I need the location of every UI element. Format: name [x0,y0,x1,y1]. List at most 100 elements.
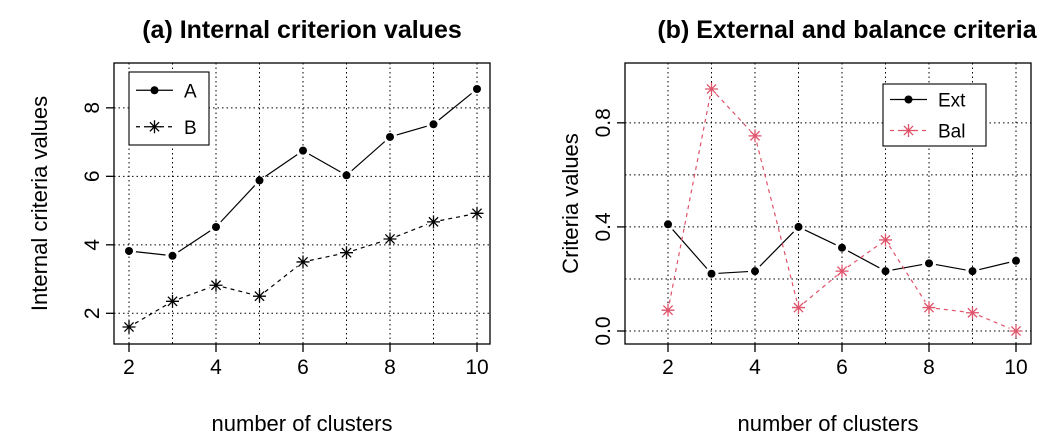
data-point [212,223,220,232]
y-axis-label: Criteria values [558,133,583,274]
data-point [122,320,136,334]
series-line-segment [438,92,472,121]
series-line-segment [935,307,966,313]
grid [625,63,1031,344]
data-point [1012,256,1020,265]
data-point [664,220,672,229]
plot-frame [624,62,1032,345]
data-point [879,233,892,247]
data-point [340,246,353,260]
series-A [125,85,481,260]
data-point [342,171,351,180]
series-line-segment [135,251,166,256]
series-line-segment [935,263,966,271]
x-tick-label: 6 [297,356,309,379]
series-line-segment [308,153,341,173]
series-line-segment [440,214,471,222]
series-line-segment [803,275,838,304]
data-point [166,294,179,308]
legend: AB [128,71,210,146]
data-point [707,269,716,278]
data-point [473,85,481,93]
data-point [255,176,264,185]
series-line-segment [804,229,836,246]
series-line-segment [892,263,923,271]
series-line-segment [178,230,211,253]
series-line-segment [396,125,427,136]
series-line-segment [264,265,298,293]
data-point [125,246,133,255]
data-point [168,251,177,260]
series-line-segment [178,287,210,300]
data-point [209,278,223,292]
data-point [661,303,675,317]
series-Ext [664,220,1020,278]
legend-marker [904,95,913,104]
y-tick-label: 0.8 [592,108,615,137]
plot-frame [113,62,491,345]
series-B [122,206,484,334]
series-line-segment [668,95,711,304]
x-tick-label: 2 [123,356,135,379]
series-line-segment [978,314,1010,329]
series-line-segment [396,223,428,237]
data-point [794,222,803,231]
y-tick-label: 0.4 [592,212,615,242]
legend-box [128,71,210,146]
series-line-segment [352,240,384,252]
data-point [748,129,762,143]
series-line-segment [222,286,253,296]
y-tick-label: 2 [81,307,104,319]
x-tick-label: 2 [662,356,674,379]
x-tick-label: 10 [1004,356,1027,379]
x-tick-label: 8 [384,356,396,379]
x-tick-label: 6 [836,356,848,379]
legend-label: Bal [938,122,965,143]
series-line-segment [979,261,1010,271]
series-line-segment [888,245,926,303]
chart-panel-1: (a) Internal criterion values 2 4 6 8 10 2 4 6 8 n… [27,16,491,436]
legend-marker [150,86,159,95]
legend-label: A [184,81,197,102]
x-tick-label: 4 [749,356,761,379]
legend-label: B [184,118,197,139]
series-line-segment [847,250,880,269]
y-tick-label: 4 [81,239,104,251]
x-axis-label: number of clusters [212,411,393,436]
data-point [835,264,849,278]
data-point [792,301,805,315]
y-tick-label: 8 [81,102,104,114]
series-Bal [661,82,1023,338]
data-point [386,132,394,141]
series-line-segment [718,270,749,274]
series-line-segment [847,243,881,268]
series-line-segment [672,229,708,269]
series-line-segment [309,253,340,262]
data-point [429,120,438,129]
data-point [296,255,310,269]
data-point [705,82,718,96]
chart-title: (a) Internal criterion values [142,16,462,44]
x-tick-label: 10 [465,356,488,379]
legend-label: Ext [938,91,966,112]
x-axis-label: number of clusters [738,411,919,436]
y-tick-label: 6 [81,170,104,182]
series-line-segment [264,154,298,177]
x-tick-label: 8 [923,356,935,379]
data-point [751,267,759,276]
data-point [427,215,440,229]
x-tick-label: 4 [210,356,222,379]
data-point [1009,324,1023,338]
series-line-segment [715,93,751,132]
data-point [838,243,846,252]
data-point [922,301,936,315]
chart-panel-2: (b) External and balance criteria 2 4 6 8 10 0… [558,16,1038,436]
data-point [966,306,979,320]
series-line-segment [220,185,256,223]
legend-box [882,83,987,147]
legend-marker [148,120,161,134]
legend: Ext Bal [882,83,987,147]
chart-title: (b) External and balance criteria [657,16,1037,44]
data-point [968,267,977,276]
